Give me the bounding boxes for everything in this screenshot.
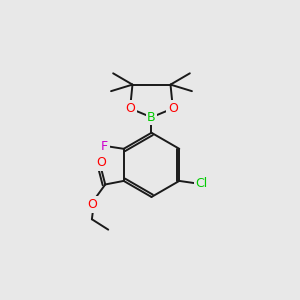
Text: B: B: [147, 111, 156, 124]
Text: O: O: [96, 156, 106, 169]
Text: Cl: Cl: [196, 177, 208, 190]
Text: O: O: [168, 102, 178, 115]
Text: O: O: [125, 102, 135, 115]
Text: O: O: [87, 198, 97, 211]
Text: F: F: [101, 140, 108, 153]
